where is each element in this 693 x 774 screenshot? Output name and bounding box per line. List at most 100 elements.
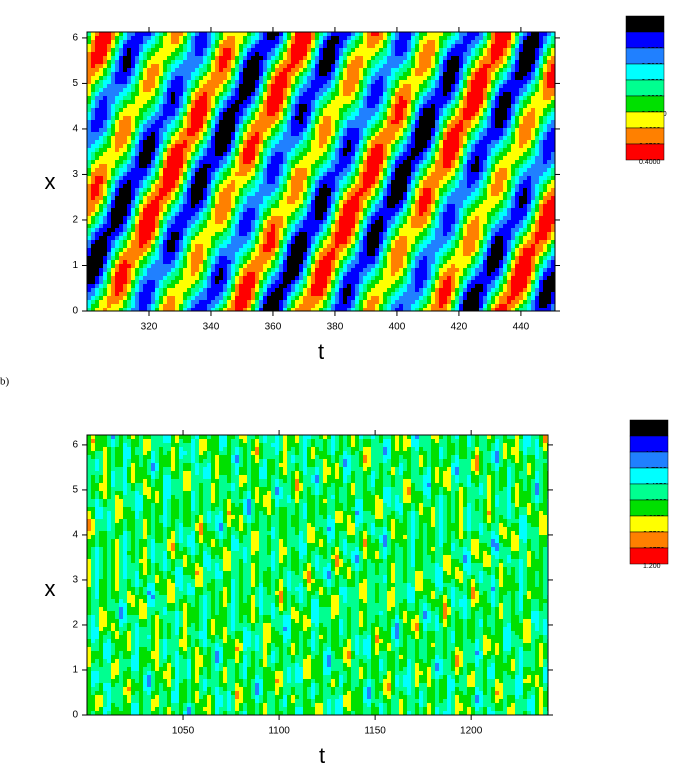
contour-cell <box>215 296 219 304</box>
contour-cell <box>95 471 99 483</box>
contour-cell <box>183 52 187 60</box>
contour-cell <box>163 204 167 212</box>
contour-cell <box>87 32 91 36</box>
contour-cell <box>351 507 355 511</box>
contour-cell <box>115 639 119 659</box>
contour-cell <box>227 499 231 511</box>
contour-cell <box>191 288 195 296</box>
contour-cell <box>419 571 423 591</box>
contour-cell <box>119 619 123 627</box>
contour-cell <box>535 32 539 48</box>
contour-cell <box>295 200 299 208</box>
contour-cell <box>407 635 411 659</box>
contour-cell <box>371 184 375 188</box>
contour-cell <box>91 84 95 92</box>
contour-cell <box>191 144 195 152</box>
contour-cell <box>163 296 167 304</box>
contour-cell <box>87 519 91 531</box>
contour-cell <box>235 72 239 80</box>
contour-cell <box>367 76 371 84</box>
contour-cell <box>331 100 335 136</box>
contour-cell <box>347 567 351 579</box>
contour-cell <box>359 36 363 44</box>
contour-cell <box>107 212 111 228</box>
contour-cell <box>251 232 255 240</box>
contour-cell <box>227 260 231 264</box>
contour-cell <box>307 543 311 563</box>
contour-cell <box>511 32 515 44</box>
contour-cell <box>207 204 211 212</box>
contour-cell <box>487 68 491 84</box>
contour-cell <box>291 655 295 663</box>
contour-cell <box>259 272 263 280</box>
contour-cell <box>307 268 311 276</box>
contour-cell <box>435 120 439 132</box>
contour-cell <box>147 268 151 280</box>
contour-cell <box>211 559 215 579</box>
contour-cell <box>327 216 331 224</box>
contour-cell <box>239 687 243 703</box>
contour-cell <box>287 64 291 72</box>
contour-cell <box>127 216 131 220</box>
contour-cell <box>531 80 535 84</box>
contour-cell <box>99 531 103 547</box>
contour-cell <box>243 703 247 711</box>
contour-cell <box>399 200 403 208</box>
contour-cell <box>143 196 147 204</box>
contour-cell <box>403 200 407 204</box>
contour-cell <box>203 92 207 116</box>
contour-cell <box>187 635 191 647</box>
contour-cell <box>243 687 247 703</box>
contour-cell <box>383 128 387 160</box>
contour-cell <box>355 40 359 48</box>
contour-cell <box>115 539 119 591</box>
contour-cell <box>227 551 231 571</box>
contour-cell <box>535 272 539 280</box>
contour-cell <box>311 631 315 651</box>
contour-cell <box>195 475 199 515</box>
contour-cell <box>143 44 147 52</box>
contour-cell <box>475 68 479 72</box>
contour-cell <box>455 579 459 587</box>
contour-cell <box>415 68 419 76</box>
contour-cell <box>219 92 223 96</box>
contour-cell <box>119 300 123 308</box>
contour-cell <box>347 483 351 515</box>
contour-cell <box>467 284 471 292</box>
contour-cell <box>303 503 307 519</box>
contour-cell <box>291 68 295 76</box>
contour-cell <box>375 200 379 204</box>
contour-cell <box>319 44 323 48</box>
contour-cell <box>355 92 359 100</box>
contour-cell <box>147 583 151 591</box>
contour-cell <box>467 128 471 132</box>
contour-cell <box>195 543 199 555</box>
contour-cell <box>107 68 111 76</box>
contour-cell <box>151 659 155 671</box>
contour-cell <box>319 300 323 308</box>
contour-cell <box>227 228 231 236</box>
contour-cell <box>443 60 447 72</box>
contour-cell <box>191 228 195 236</box>
contour-cell <box>163 216 167 224</box>
contour-cell <box>295 535 299 551</box>
contour-cell <box>239 128 243 136</box>
contour-cell <box>543 252 547 256</box>
contour-cell <box>367 212 371 216</box>
contour-cell <box>367 300 371 311</box>
contour-cell <box>363 228 367 236</box>
contour-cell <box>375 304 379 311</box>
contour-cell <box>451 44 455 48</box>
contour-cell <box>243 60 247 68</box>
contour-cell <box>231 631 235 639</box>
contour-cell <box>367 156 371 188</box>
contour-cell <box>507 208 511 220</box>
contour-cell <box>315 160 319 168</box>
contour-cell <box>343 248 347 256</box>
contour-cell <box>163 659 167 663</box>
contour-cell <box>299 168 303 192</box>
contour-cell <box>135 455 139 483</box>
contour-cell <box>419 252 423 260</box>
contour-cell <box>375 248 379 256</box>
contour-cell <box>427 304 431 311</box>
